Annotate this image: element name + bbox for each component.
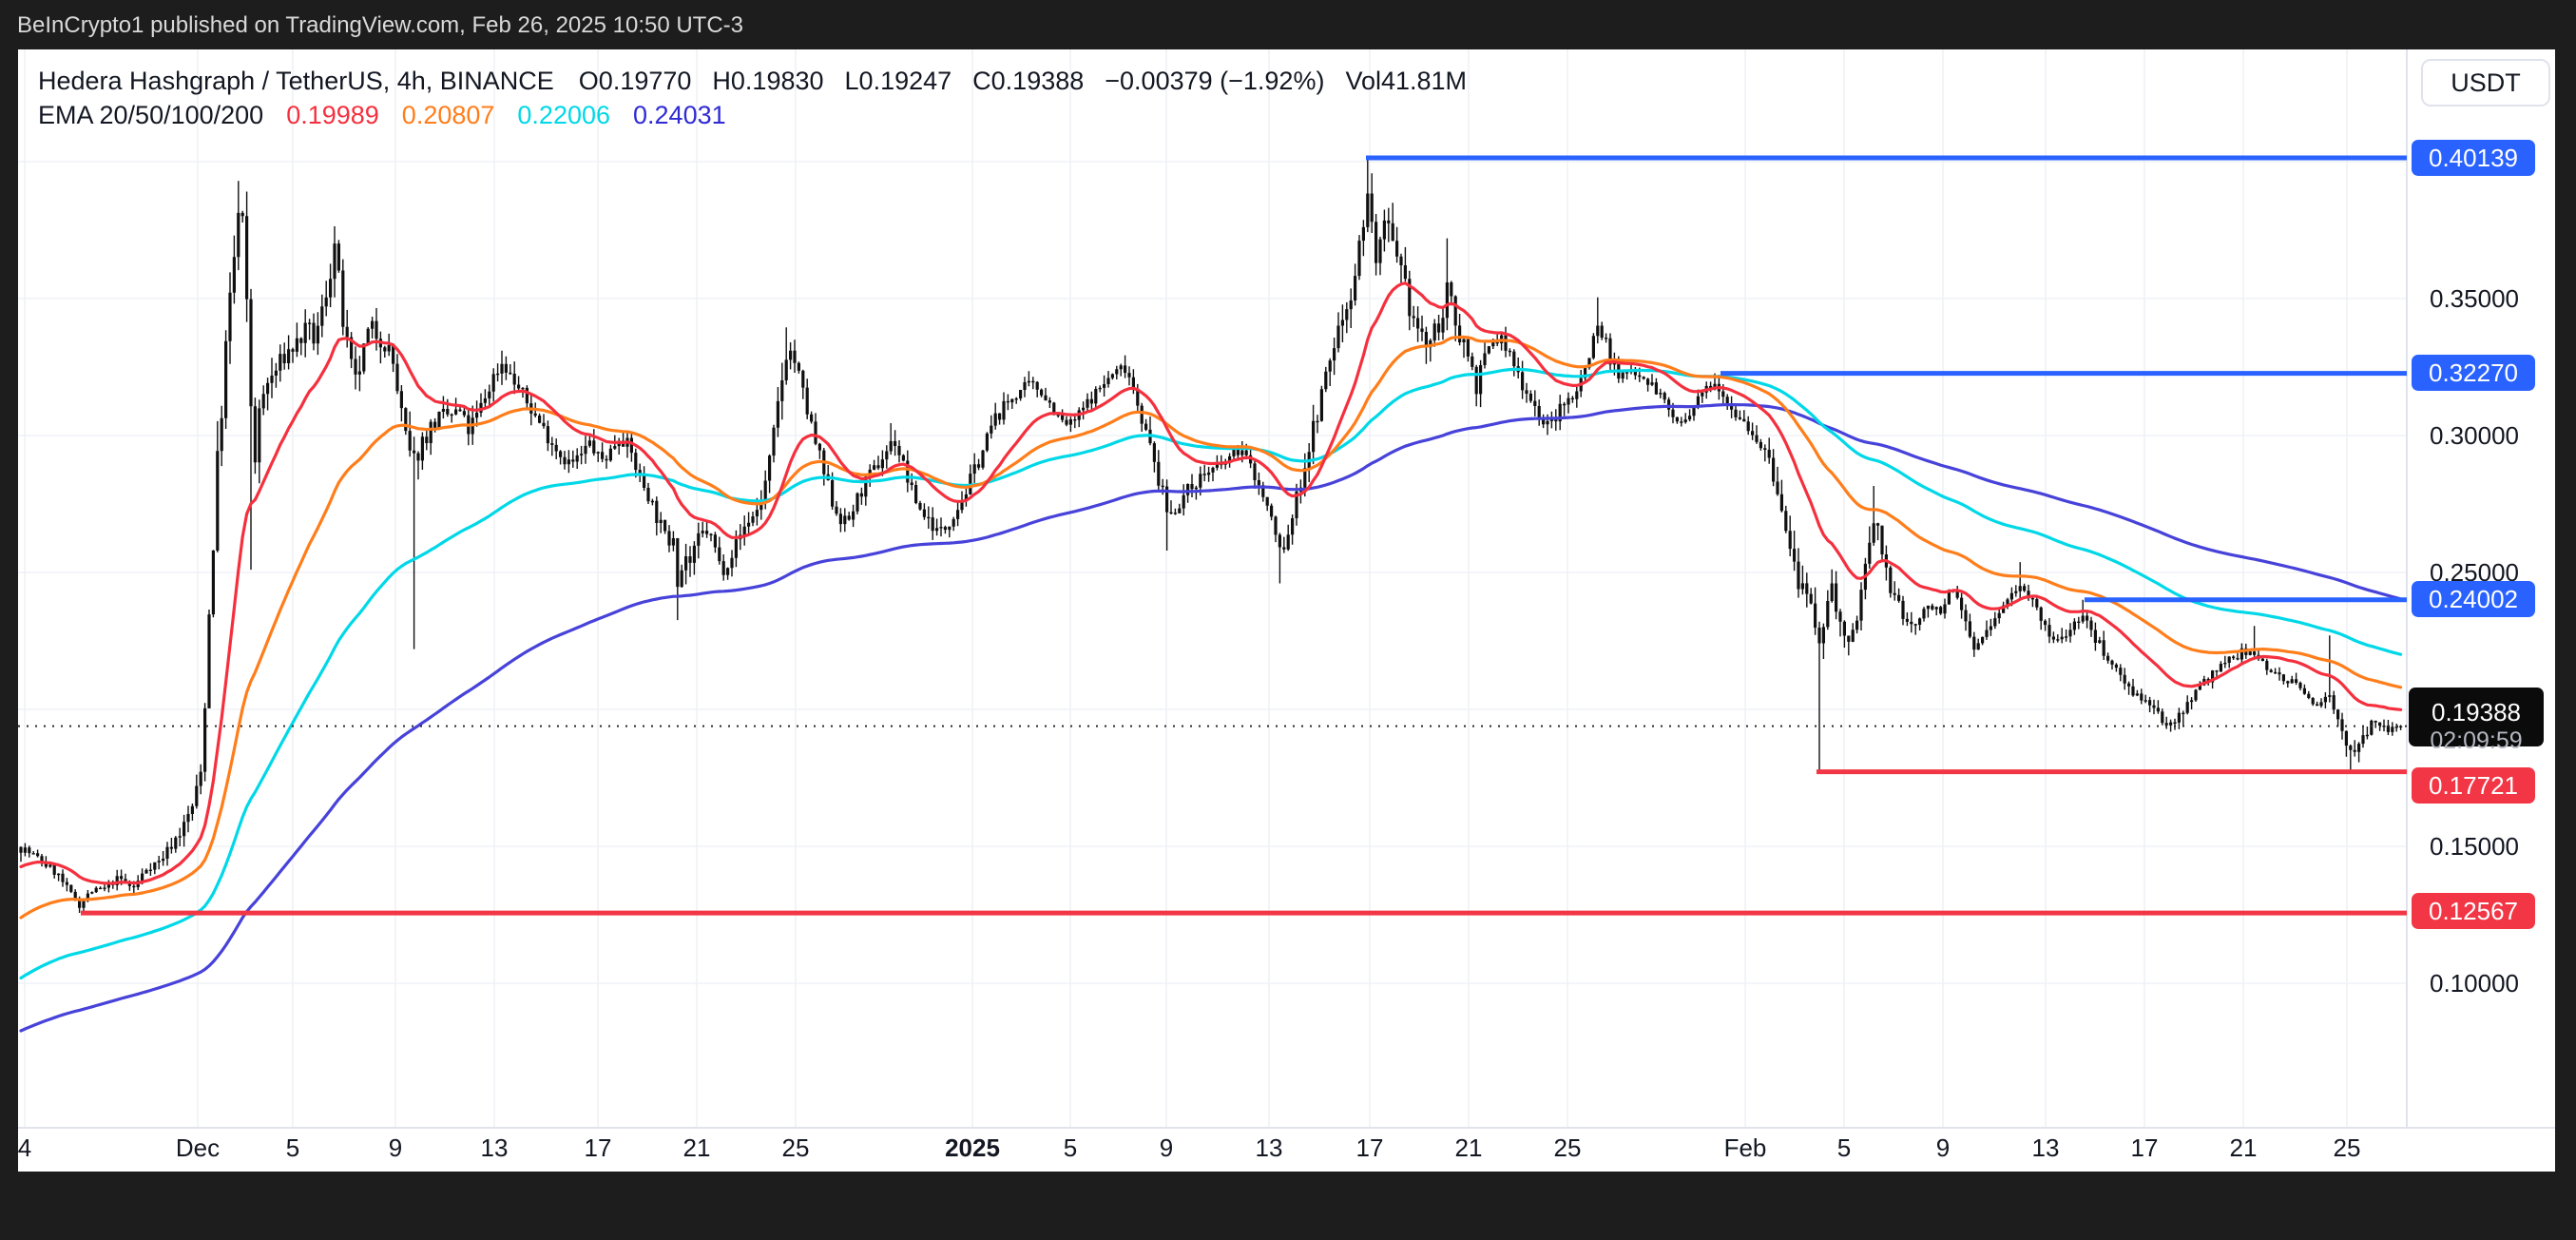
time-axis[interactable]: 4 Dec 5 9 13 17 21 25 2025 5 9 13 17 21 25 Feb 5 9 13 17 21 2…: [18, 1133, 2361, 1162]
price-badge-0.12567: 0.12567: [2412, 893, 2535, 929]
ema-20-line[interactable]: [19, 281, 2403, 885]
time-tick-label: Dec: [176, 1133, 220, 1162]
ema-200-line[interactable]: [19, 403, 2403, 1033]
price-badge-0.32270: 0.32270: [2412, 355, 2535, 391]
time-tick-label: 17: [2131, 1133, 2159, 1162]
footer-bar: TradingView: [0, 1172, 2576, 1240]
time-tick-label: 25: [1554, 1133, 1582, 1162]
ema-legend: EMA 20/50/100/200 0.19989 0.20807 0.22006 0.…: [38, 101, 726, 130]
gridlines: [18, 49, 2407, 1128]
price-tick-label: 0.35000: [2430, 284, 2519, 313]
time-tick-label: 25: [782, 1133, 810, 1162]
badge-price-text: 0.19388: [2432, 698, 2521, 727]
price-badge-0.40139: 0.40139: [2412, 140, 2535, 176]
time-tick-label: 9: [1936, 1133, 1950, 1162]
time-tick-label: 2025: [945, 1133, 1000, 1162]
ema200-value: 0.24031: [633, 101, 726, 129]
badge-price-text: 0.32270: [2429, 358, 2518, 387]
price-badge-0.24002: 0.24002: [2412, 581, 2535, 617]
time-tick-label: 17: [585, 1133, 612, 1162]
time-tick-label: 5: [286, 1133, 299, 1162]
symbol-header: Hedera Hashgraph / TetherUS, 4h, BINANCE…: [38, 67, 1467, 96]
candle-countdown-text: 02:09:59: [2430, 727, 2522, 754]
time-tick-label: 9: [1160, 1133, 1173, 1162]
time-tick-label: 21: [683, 1133, 711, 1162]
ohlc-low: L0.19247: [844, 67, 952, 95]
time-tick-label: 17: [1356, 1133, 1384, 1162]
ema-100-line[interactable]: [19, 367, 2403, 980]
time-tick-label: 5: [1837, 1133, 1851, 1162]
attribution-text: BeInCrypto1 published on TradingView.com…: [17, 12, 744, 38]
chart-card: [18, 49, 2555, 1172]
ema50-value: 0.20807: [401, 101, 495, 129]
time-tick-label: 9: [389, 1133, 402, 1162]
time-tick-label: 21: [1455, 1133, 1483, 1162]
ema100-value: 0.22006: [517, 101, 611, 129]
ema-legend-label[interactable]: EMA 20/50/100/200: [38, 101, 264, 129]
badge-price-text: 0.24002: [2429, 585, 2518, 613]
time-tick-label: 13: [2032, 1133, 2060, 1162]
attribution-bar: BeInCrypto1 published on TradingView.com…: [0, 0, 2576, 49]
horizontal-level-lines: [81, 155, 2407, 916]
price-tick-label: 0.30000: [2430, 421, 2519, 450]
ema-50-line[interactable]: [19, 335, 2403, 920]
time-tick-label: 13: [1256, 1133, 1283, 1162]
badge-price-text: 0.12567: [2429, 897, 2518, 925]
ohlc-open: O0.19770: [578, 67, 692, 95]
time-tick-label: 13: [481, 1133, 509, 1162]
volume-value: Vol41.81M: [1345, 67, 1468, 95]
ema20-value: 0.19989: [286, 101, 379, 129]
price-tick-label: 0.15000: [2430, 832, 2519, 861]
change-value: −0.00379 (−1.92%): [1105, 67, 1325, 95]
candle-bodies: [19, 193, 2403, 908]
badge-price-text: 0.40139: [2429, 144, 2518, 172]
time-tick-label: Feb: [1724, 1133, 1767, 1162]
price-badge-0.17721: 0.17721: [2412, 767, 2535, 804]
ohlc-close: C0.19388: [972, 67, 1085, 95]
time-tick-label: 4: [18, 1133, 31, 1162]
currency-toggle-button[interactable]: USDT: [2421, 59, 2550, 107]
price-axis[interactable]: 0.350000.300000.250000.200000.150000.100…: [2409, 140, 2544, 998]
ohlc-high: H0.19830: [712, 67, 824, 95]
symbol-title[interactable]: Hedera Hashgraph / TetherUS, 4h, BINANCE: [38, 67, 554, 95]
badge-price-text: 0.17721: [2429, 771, 2518, 800]
time-tick-label: 5: [1064, 1133, 1077, 1162]
time-tick-label: 21: [2230, 1133, 2258, 1162]
time-tick-label: 25: [2334, 1133, 2361, 1162]
price-tick-label: 0.10000: [2430, 969, 2519, 998]
